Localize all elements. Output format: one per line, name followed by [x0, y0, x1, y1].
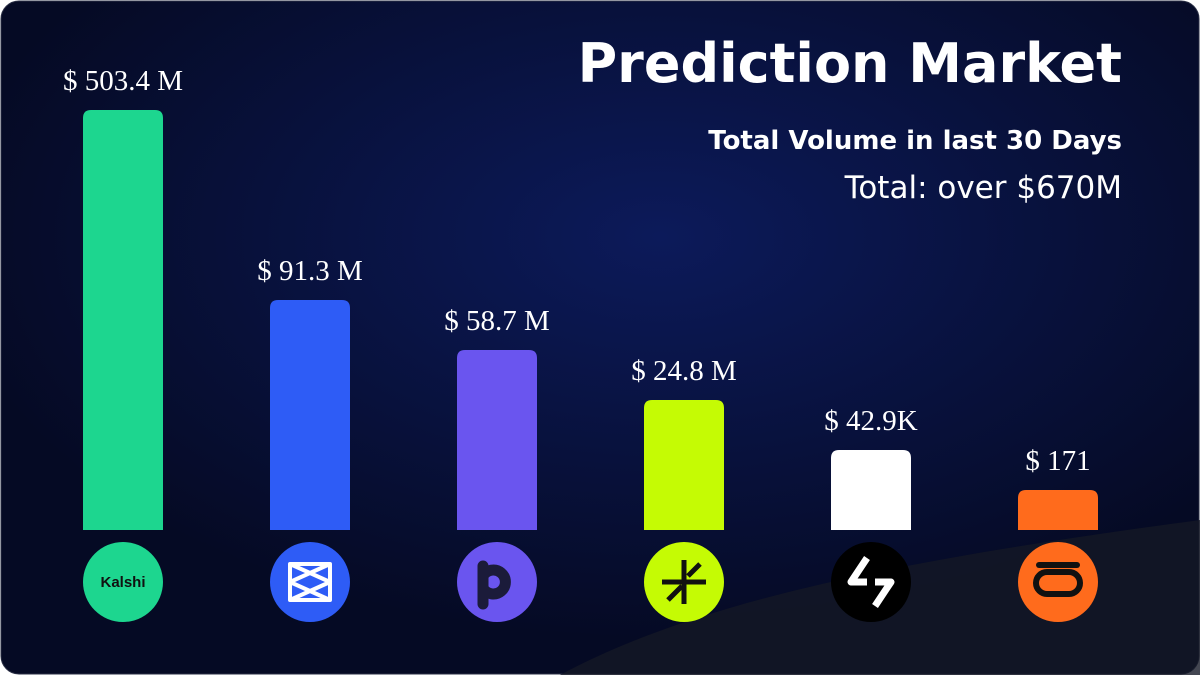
logo-glyph [1033, 569, 1083, 597]
logo-glyph [1036, 562, 1080, 568]
logo-glyph [288, 562, 332, 602]
logo [457, 542, 537, 622]
bar [831, 450, 911, 530]
value-label: $ 42.9K [824, 405, 918, 437]
bar [457, 350, 537, 530]
value-label: $ 503.4 M [63, 65, 183, 97]
logo [83, 542, 163, 622]
value-label: $ 58.7 M [444, 305, 550, 337]
bar [1018, 490, 1098, 530]
value-label: $ 91.3 M [257, 255, 363, 287]
logo-glyph [477, 560, 511, 610]
logo [1018, 542, 1098, 622]
bar [270, 300, 350, 530]
logo-glyph [847, 556, 895, 608]
title: Prediction Market [578, 32, 1122, 95]
bars: $ 503.4 M $ 91.3 M $ 58.7 M $ 24.8 M $ 42.9K… [63, 65, 1098, 622]
logo-text: Kalshi [100, 574, 145, 591]
logo [831, 542, 911, 622]
value-label: $ 171 [1025, 445, 1090, 477]
logo-glyph [662, 560, 706, 604]
subtitle: Total Volume in last 30 Days [708, 126, 1122, 156]
bar [83, 110, 163, 530]
value-label: $ 24.8 M [631, 355, 737, 387]
total: Total: over $670M [844, 170, 1122, 206]
bar [644, 400, 724, 530]
logo [270, 542, 350, 622]
